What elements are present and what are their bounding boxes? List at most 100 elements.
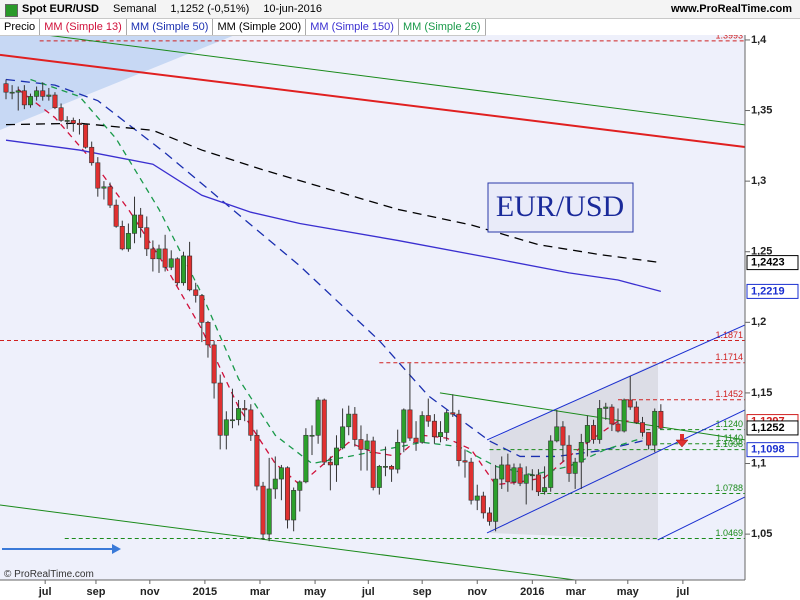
- candle-body: [560, 426, 566, 446]
- candle-body: [327, 461, 333, 466]
- candle-body: [40, 90, 46, 97]
- arrow-head: [675, 439, 689, 448]
- candle-body: [70, 120, 76, 124]
- candle-body: [584, 425, 590, 443]
- candle-body: [76, 122, 82, 125]
- x-tick-label: may: [304, 586, 327, 598]
- candle-body: [278, 467, 284, 480]
- x-tick-label: jul: [675, 586, 689, 598]
- candle-body: [15, 90, 21, 93]
- candle-body: [272, 478, 278, 490]
- y-tick-label: 1,15: [751, 387, 772, 399]
- title-box: EUR/USD: [487, 182, 634, 233]
- candle-body: [242, 408, 248, 411]
- candle-body: [297, 481, 303, 491]
- trend-line: [42, 35, 745, 126]
- candle-body: [113, 204, 119, 227]
- axis-background: [745, 35, 800, 600]
- candle-body: [523, 474, 529, 484]
- candle-body: [591, 425, 597, 440]
- candle-body: [395, 442, 401, 470]
- candle-body: [627, 399, 633, 408]
- candle-body: [529, 474, 535, 477]
- candle-body: [285, 467, 291, 521]
- candle-body: [52, 94, 58, 109]
- candle-body: [407, 409, 413, 439]
- level-label: 1.1098: [715, 439, 743, 449]
- legend-entry: MM (Simple 26): [399, 19, 486, 35]
- level-label: 1.3993: [715, 30, 743, 40]
- x-tick-label: mar: [250, 586, 271, 598]
- candle-body: [248, 409, 254, 436]
- trend-line: [486, 324, 745, 441]
- candle-body: [107, 186, 113, 206]
- candle-body: [462, 460, 468, 463]
- y-tick-label: 1,35: [751, 104, 772, 116]
- candle-body: [132, 214, 138, 234]
- symbol: Spot EUR/USD: [22, 3, 99, 15]
- price-tag: [746, 442, 799, 458]
- candle-body: [352, 413, 358, 440]
- price-tag-label: 1,1098: [751, 444, 785, 456]
- candle-body: [174, 258, 180, 284]
- trend-line: [657, 496, 745, 541]
- candle-body: [266, 488, 272, 535]
- level-label: 1.1240: [715, 419, 743, 429]
- candle-body: [223, 419, 229, 436]
- y-tick-label: 1,05: [751, 528, 772, 540]
- candles-layer: [3, 79, 664, 542]
- x-tick-label: sep: [86, 586, 105, 598]
- candle-body: [364, 440, 370, 450]
- x-tick-label: 2015: [193, 586, 217, 598]
- level-label: 1.1714: [715, 352, 743, 362]
- arrow-shaft: [680, 434, 684, 441]
- last-price: 1,1252 (-0,51%): [170, 3, 250, 15]
- candle-body: [156, 248, 162, 260]
- candle-body: [340, 426, 346, 449]
- candle-body: [572, 461, 578, 474]
- candle-body: [517, 467, 523, 484]
- candle-body: [444, 412, 450, 433]
- candle-body: [499, 464, 505, 480]
- moving-average: [5, 78, 643, 458]
- arrow: [2, 544, 121, 554]
- candle-body: [493, 478, 499, 522]
- candle-body: [150, 248, 156, 260]
- level-label: 1.1871: [715, 330, 743, 340]
- moving-average: [30, 78, 643, 476]
- candle-body: [511, 467, 517, 483]
- x-tick-label: sep: [413, 586, 432, 598]
- legend-entry: MM (Simple 150): [306, 19, 399, 35]
- price-tag: [746, 420, 799, 436]
- candle-body: [456, 413, 462, 461]
- moving-average: [5, 122, 661, 264]
- x-tick-label: nov: [140, 586, 160, 598]
- candle-body: [431, 420, 437, 437]
- candle-body: [480, 495, 486, 514]
- candle-body: [578, 442, 584, 463]
- candle-body: [633, 406, 639, 423]
- y-tick-label: 1,1: [751, 457, 766, 469]
- candle-body: [168, 258, 174, 268]
- period: Semanal: [113, 3, 157, 15]
- x-tick-label: 2016: [520, 586, 544, 598]
- candle-body: [548, 440, 554, 488]
- candle-body: [3, 83, 9, 93]
- price-tag: [746, 283, 799, 299]
- candle-body: [535, 474, 541, 493]
- candle-body: [321, 399, 327, 463]
- date: 10-jun-2016: [263, 3, 323, 15]
- candle-body: [303, 434, 309, 483]
- candle-body: [389, 466, 395, 470]
- legend-entry: MM (Simple 13): [40, 19, 127, 35]
- candle-body: [505, 464, 511, 483]
- x-tick-label: mar: [566, 586, 587, 598]
- candle-body: [144, 227, 150, 250]
- candle-body: [58, 107, 64, 121]
- candle-body: [229, 419, 235, 422]
- legend-entry: MM (Simple 50): [127, 19, 214, 35]
- candle-body: [333, 447, 339, 466]
- candle-body: [554, 426, 560, 442]
- candle-body: [376, 466, 382, 488]
- candle-body: [205, 322, 211, 346]
